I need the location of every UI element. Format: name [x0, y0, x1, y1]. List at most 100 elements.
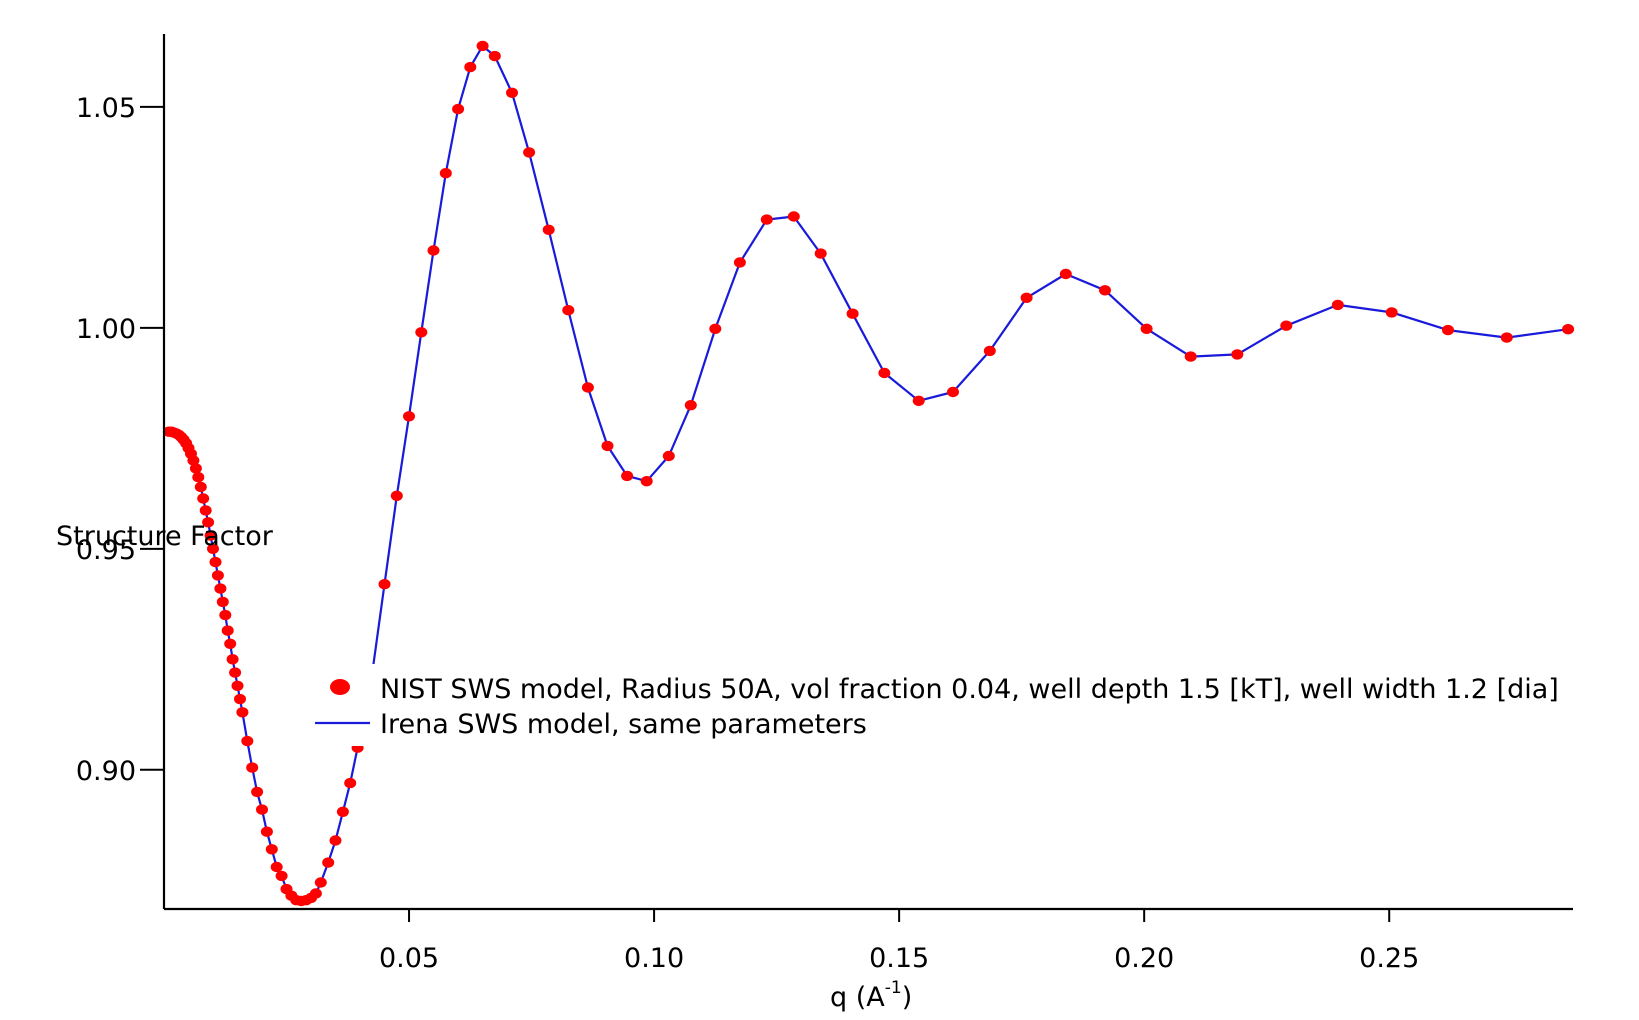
axes-layer [162, 34, 1573, 911]
data-point-nist [209, 556, 222, 568]
y-tick-label: 0.95 [76, 535, 136, 566]
data-point-nist [542, 224, 555, 235]
data-point-nist [251, 786, 264, 798]
data-point-nist [506, 87, 518, 99]
legend: NIST SWS model, Radius 50A, vol fraction… [310, 664, 1630, 746]
x-tick-label: 0.05 [379, 943, 439, 974]
data-point-nist [878, 367, 891, 379]
data-point-nist [814, 248, 827, 259]
data-point-nist [270, 861, 283, 873]
data-point-nist [309, 888, 322, 899]
data-point-nist [621, 470, 634, 482]
data-point-nist [265, 844, 278, 855]
data-point-nist [229, 667, 242, 678]
data-point-nist [464, 61, 477, 73]
data-point-nist [390, 490, 403, 501]
data-point-nist [204, 530, 217, 541]
x-axis-label-sup: -1 [885, 978, 902, 998]
data-point-nist [1442, 324, 1454, 336]
data-point-nist [224, 638, 237, 649]
data-point-nist [403, 411, 415, 422]
data-point-nist [452, 103, 465, 115]
data-point-nist [601, 440, 614, 452]
ticks-layer: 0.05 0.10 0.15 0.20 0.25 0.90 0.95 1.00 1.05 [76, 93, 1419, 974]
legend-label-nist: NIST SWS model, Radius 50A, vol fraction… [380, 674, 1559, 705]
data-point-nist [194, 481, 207, 493]
nist-series-layer [162, 40, 1575, 907]
x-tick-label: 0.10 [624, 943, 684, 974]
series-line-irena [168, 44, 1569, 903]
data-point-nist [275, 870, 288, 882]
data-point-nist [1331, 299, 1344, 311]
legend-marker-nist [330, 679, 350, 695]
data-point-nist [439, 168, 452, 179]
data-point-nist [427, 245, 440, 256]
data-point-nist [314, 877, 327, 888]
data-point-nist [415, 327, 428, 338]
data-point-nist [214, 583, 227, 594]
y-tick-label: 0.90 [76, 756, 136, 787]
data-point-nist [260, 826, 273, 837]
data-point-nist [1020, 292, 1033, 303]
data-point-nist [207, 543, 219, 554]
data-point-nist [523, 147, 536, 158]
data-point-nist [912, 395, 925, 406]
data-point-nist [787, 211, 800, 222]
data-point-nist [219, 609, 232, 621]
data-point-nist [1385, 307, 1398, 318]
data-point-nist [336, 806, 349, 817]
data-point-nist [733, 257, 746, 268]
data-point-nist [640, 476, 653, 487]
x-tick-label: 0.20 [1114, 943, 1174, 974]
data-point-nist [476, 40, 489, 52]
data-point-nist [1140, 323, 1153, 334]
data-point-nist [187, 455, 200, 466]
data-point-nist [1231, 349, 1244, 360]
data-point-nist [231, 680, 244, 691]
data-point-nist [662, 450, 675, 462]
irena-series-layer [168, 44, 1569, 903]
data-point-nist [236, 707, 249, 718]
data-point-nist [234, 693, 246, 705]
data-point-nist [197, 493, 210, 504]
data-point-nist [1184, 351, 1197, 362]
legend-label-irena: Irena SWS model, same parameters [380, 709, 867, 740]
data-point-nist [760, 214, 773, 225]
data-point-nist [1280, 320, 1293, 331]
data-point-nist [947, 386, 959, 398]
x-tick-label: 0.25 [1359, 943, 1419, 974]
data-point-nist [344, 777, 357, 789]
data-point-nist [216, 596, 229, 608]
y-tick-label: 1.05 [76, 93, 136, 124]
x-axis-label-close: ) [902, 982, 913, 1013]
data-point-nist [1099, 285, 1111, 296]
x-axis-label-main: q (A [830, 982, 885, 1013]
data-point-nist [202, 517, 215, 528]
data-point-nist [211, 570, 224, 581]
data-point-nist [581, 382, 594, 393]
data-point-nist [256, 804, 268, 815]
data-point-nist [983, 345, 996, 357]
x-axis-label: q (A-1) [830, 978, 912, 1013]
y-tick-label: 1.00 [76, 314, 136, 345]
data-point-nist [189, 463, 202, 474]
y-axis-label: Structure Factor [56, 521, 274, 552]
data-point-nist [192, 472, 205, 483]
data-point-nist [221, 625, 234, 636]
data-point-nist [241, 735, 254, 747]
data-point-nist [329, 835, 342, 846]
legend-background [310, 664, 1630, 746]
data-point-nist [322, 857, 335, 868]
data-point-nist [226, 654, 239, 665]
data-point-nist [1059, 268, 1072, 280]
data-point-nist [246, 762, 259, 773]
data-point-nist [1562, 324, 1575, 335]
data-point-nist [1500, 332, 1513, 343]
data-point-nist [378, 579, 391, 590]
data-point-nist [846, 308, 859, 319]
data-point-nist [709, 323, 722, 334]
x-tick-label: 0.15 [869, 943, 929, 974]
data-point-nist [488, 50, 501, 62]
